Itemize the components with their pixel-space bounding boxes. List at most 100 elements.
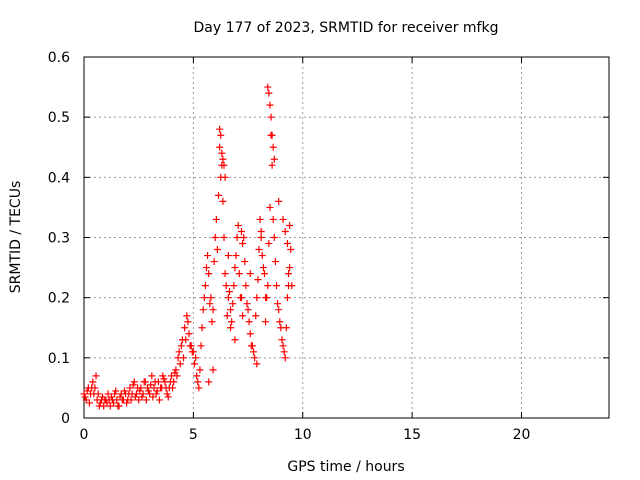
data-point (231, 336, 239, 344)
data-point (176, 360, 184, 368)
data-point (279, 215, 287, 223)
data-point (138, 393, 146, 401)
data-point (133, 390, 140, 398)
data-point (285, 282, 293, 290)
data-point (275, 197, 283, 205)
data-point (85, 399, 93, 407)
data-point (227, 306, 235, 314)
grid-layer (84, 57, 609, 418)
data-point (222, 282, 230, 290)
data-point (142, 396, 150, 404)
data-point (266, 203, 274, 211)
data-point (148, 372, 156, 380)
data-point (199, 306, 207, 314)
data-point (268, 131, 276, 139)
data-point (265, 240, 273, 248)
chart-title: Day 177 of 2023, SRMTID for receiver mfk… (194, 20, 499, 36)
data-point (254, 276, 262, 284)
data-point (221, 270, 229, 278)
data-point (227, 324, 235, 332)
data-point (258, 252, 266, 260)
y-tick-label: 0.2 (48, 291, 70, 307)
data-point (264, 282, 272, 290)
data-point (127, 396, 135, 404)
x-axis-label: GPS time / hours (287, 459, 404, 475)
data-point (225, 288, 233, 296)
data-point (207, 294, 215, 302)
data-point (107, 393, 115, 401)
data-point (169, 384, 177, 392)
data-point (200, 294, 208, 302)
data-point (278, 336, 286, 344)
data-point (100, 402, 108, 410)
data-point (268, 161, 276, 169)
data-point (135, 396, 143, 404)
data-point (173, 372, 181, 380)
data-point (185, 330, 193, 338)
data-point (228, 318, 236, 326)
tick-layer: 0 0.1 0.2 0.3 0.4 0.5 0.6 0 5 10 15 20 (48, 50, 609, 443)
y-tick-label: 0 (61, 411, 70, 427)
data-point (208, 318, 216, 326)
data-point (245, 318, 253, 326)
data-point (159, 372, 167, 380)
data-point (233, 234, 241, 241)
data-point (232, 252, 240, 260)
data-point (104, 390, 112, 398)
data-point (118, 396, 126, 404)
data-point (285, 270, 293, 278)
data-point (120, 387, 128, 395)
data-point (238, 227, 245, 235)
data-point (94, 390, 102, 398)
point-layer (80, 83, 296, 410)
data-point (252, 312, 260, 320)
data-point (175, 348, 183, 356)
data-point (240, 234, 248, 241)
data-point (92, 372, 100, 380)
data-point (218, 149, 226, 157)
data-point (255, 246, 263, 254)
data-point (196, 366, 204, 374)
data-point (209, 366, 217, 374)
data-point (239, 312, 247, 320)
data-point (106, 402, 114, 410)
data-point (131, 393, 139, 401)
data-point (282, 324, 290, 332)
data-point (281, 227, 289, 235)
data-point (205, 270, 213, 278)
data-point (270, 234, 278, 241)
data-point (195, 384, 203, 392)
data-point (229, 300, 237, 308)
data-point (136, 387, 144, 395)
data-point (190, 360, 198, 368)
data-point (275, 306, 283, 314)
data-point (234, 221, 242, 229)
data-point (183, 312, 191, 320)
data-point (274, 300, 282, 308)
data-point (270, 155, 278, 163)
data-point (259, 264, 267, 272)
data-point (256, 215, 264, 223)
data-point (279, 342, 287, 350)
data-point (235, 270, 243, 278)
data-point (125, 390, 133, 398)
data-point (217, 131, 225, 139)
data-point (111, 390, 119, 398)
data-point (149, 393, 157, 401)
data-point (246, 270, 254, 278)
data-point (257, 227, 265, 235)
data-point (143, 384, 151, 392)
data-point (219, 197, 227, 205)
data-point (253, 294, 261, 302)
data-point (180, 354, 188, 362)
data-point (88, 384, 96, 392)
y-tick-label: 0.5 (48, 110, 70, 126)
data-point (139, 390, 147, 398)
data-point (163, 390, 171, 398)
data-point (243, 300, 251, 308)
data-point (251, 354, 259, 362)
data-point (160, 375, 168, 383)
data-point (192, 354, 200, 362)
x-tick-label: 20 (513, 427, 531, 443)
